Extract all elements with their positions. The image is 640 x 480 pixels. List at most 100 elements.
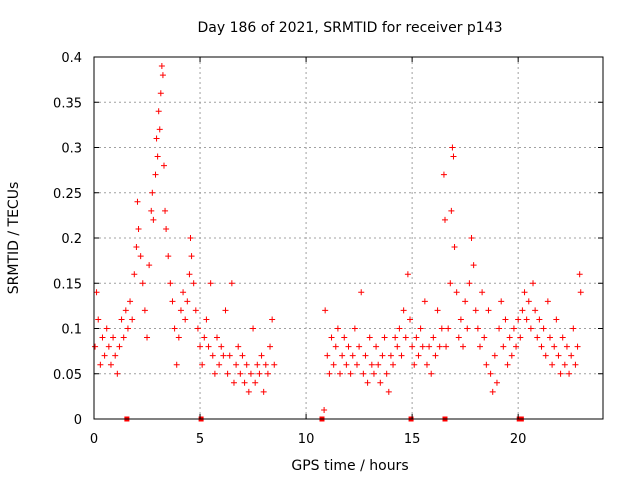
y-tick-label: 0.3 <box>61 142 82 157</box>
data-point <box>133 244 140 251</box>
data-point <box>555 352 562 359</box>
data-point <box>426 343 433 350</box>
data-point <box>157 90 164 97</box>
data-point <box>149 189 156 196</box>
data-point <box>134 198 141 205</box>
data-point <box>551 343 558 350</box>
data-point <box>394 343 401 350</box>
data-point <box>457 316 464 323</box>
data-point <box>366 334 373 341</box>
data-point <box>186 271 193 278</box>
data-point <box>105 343 112 350</box>
y-tick-label: 0.1 <box>61 323 82 338</box>
y-tick-label: 0 <box>74 413 82 428</box>
data-point <box>513 343 520 350</box>
data-point <box>160 162 167 169</box>
data-point <box>114 370 121 377</box>
data-point <box>216 361 223 368</box>
data-point <box>137 253 144 260</box>
data-point <box>557 370 564 377</box>
data-point <box>177 307 184 314</box>
data-point <box>491 352 498 359</box>
data-point <box>432 352 439 359</box>
x-tick-label: 15 <box>404 432 421 447</box>
data-point <box>455 334 462 341</box>
y-tick-label: 0.05 <box>53 368 82 383</box>
data-point <box>220 352 227 359</box>
data-point <box>532 307 539 314</box>
data-point <box>481 334 488 341</box>
data-point <box>165 253 172 260</box>
data-point <box>235 343 242 350</box>
data-point <box>356 343 363 350</box>
data-point <box>158 63 165 70</box>
data-point <box>131 271 138 278</box>
data-point <box>375 361 382 368</box>
data-point <box>199 361 206 368</box>
data-point <box>409 343 416 350</box>
data-point <box>328 334 335 341</box>
data-point <box>237 370 244 377</box>
data-point <box>264 370 271 377</box>
data-point <box>97 361 104 368</box>
x-tick-label: 5 <box>196 432 204 447</box>
data-point <box>525 298 532 305</box>
data-point <box>574 343 581 350</box>
data-point <box>510 325 517 332</box>
data-point <box>390 361 397 368</box>
data-point <box>230 379 237 386</box>
data-point <box>343 361 350 368</box>
data-point <box>192 307 199 314</box>
data-point <box>326 370 333 377</box>
data-point <box>493 379 500 386</box>
data-point <box>434 307 441 314</box>
data-point <box>154 153 161 160</box>
data-point <box>180 289 187 296</box>
y-tick-label: 0.4 <box>61 51 82 66</box>
data-point <box>339 352 346 359</box>
data-point <box>127 298 134 305</box>
data-point <box>407 316 414 323</box>
data-point <box>169 298 176 305</box>
grid-lines <box>94 57 603 419</box>
data-point <box>201 334 208 341</box>
data-point <box>450 153 457 160</box>
data-point <box>349 352 356 359</box>
data-point <box>421 298 428 305</box>
data-point <box>423 361 430 368</box>
data-point <box>247 370 254 377</box>
data-point <box>146 262 153 269</box>
x-tick-label: 10 <box>298 432 315 447</box>
data-point <box>233 361 240 368</box>
data-point <box>107 361 114 368</box>
data-point <box>387 352 394 359</box>
data-point <box>464 325 471 332</box>
data-point <box>112 352 119 359</box>
data-point <box>218 343 225 350</box>
chart-title: Day 186 of 2021, SRMTID for receiver p14… <box>197 20 502 36</box>
data-point <box>570 325 577 332</box>
data-point <box>540 325 547 332</box>
data-point <box>224 370 231 377</box>
data-point <box>139 280 146 287</box>
data-point <box>453 289 460 296</box>
data-point <box>577 289 584 296</box>
data-point <box>241 379 248 386</box>
data-point <box>368 361 375 368</box>
data-point <box>385 388 392 395</box>
data-point <box>159 72 166 79</box>
data-point <box>150 216 157 223</box>
data-point <box>430 334 437 341</box>
data-point <box>546 334 553 341</box>
data-point <box>194 325 201 332</box>
data-point <box>370 370 377 377</box>
data-point <box>214 334 221 341</box>
data-point <box>383 370 390 377</box>
data-point <box>476 343 483 350</box>
data-point <box>239 352 246 359</box>
x-tick-label: 0 <box>90 432 98 447</box>
data-point <box>122 307 129 314</box>
data-point <box>156 126 163 133</box>
data-point <box>466 280 473 287</box>
